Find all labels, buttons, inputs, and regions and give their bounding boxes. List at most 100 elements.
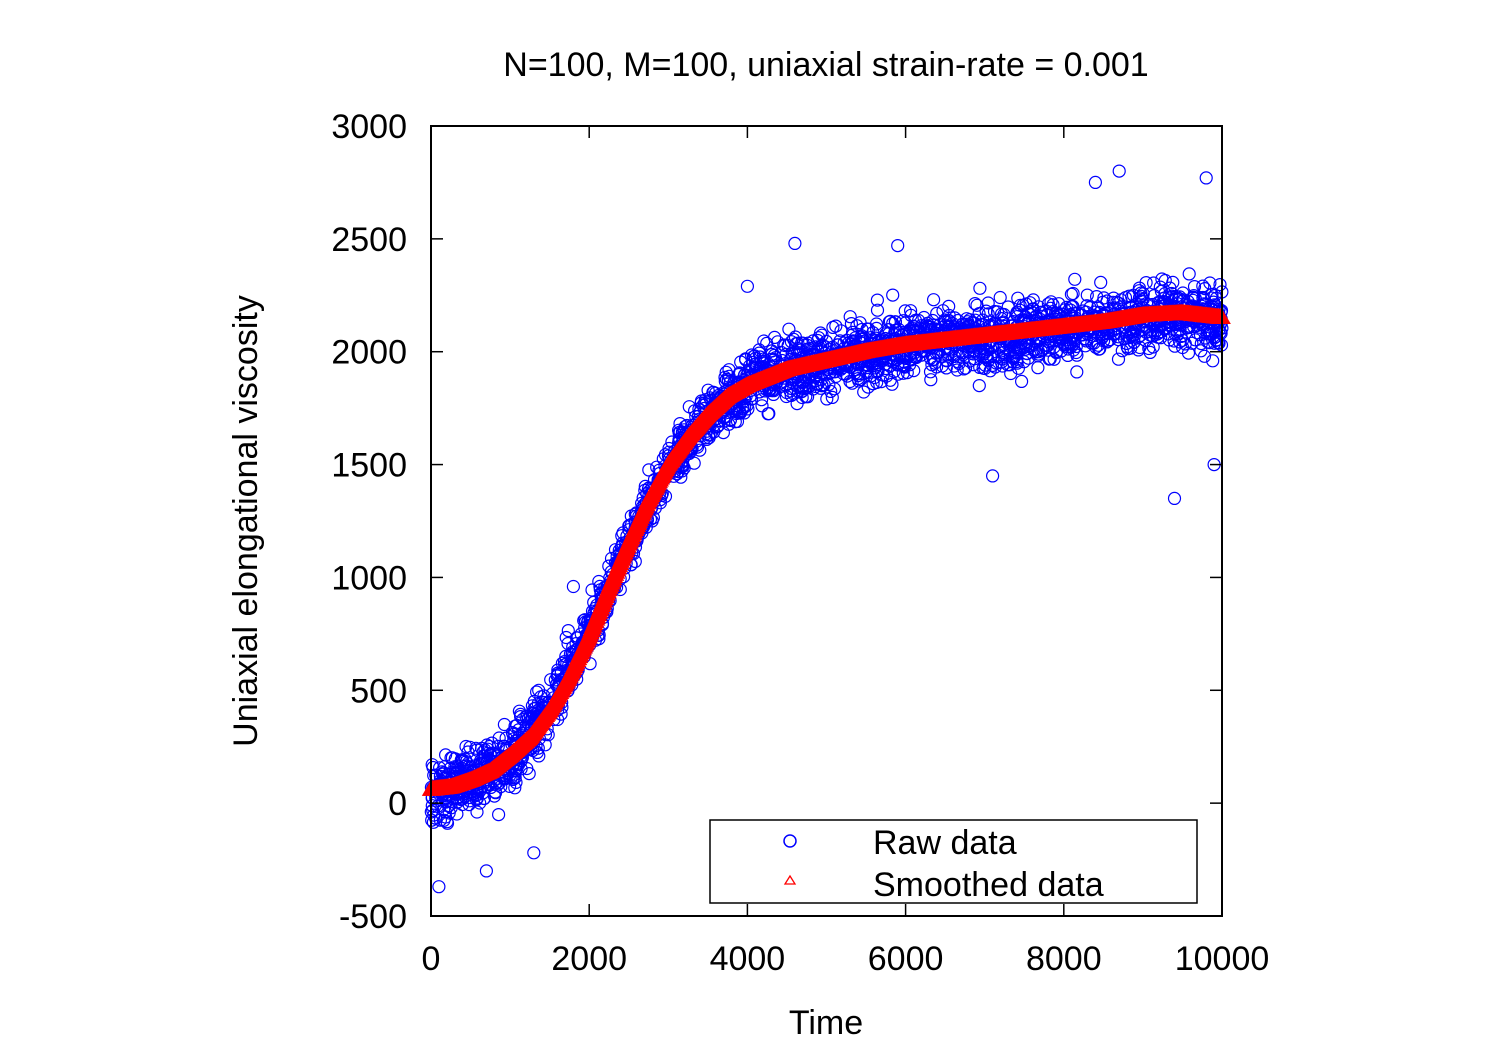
raw-data-point — [795, 385, 809, 399]
raw-data-point — [1111, 352, 1126, 366]
raw-data-point — [739, 353, 753, 367]
raw-data-point — [1011, 361, 1026, 375]
raw-data-point — [1026, 293, 1040, 307]
raw-data-point — [1188, 333, 1202, 347]
raw-data-point — [1154, 284, 1169, 298]
raw-data-point — [508, 771, 522, 785]
raw-data-point — [977, 347, 991, 361]
raw-data-point — [438, 760, 452, 774]
raw-data-point — [1083, 301, 1097, 315]
raw-data-point — [970, 298, 984, 312]
raw-data-point — [1117, 332, 1132, 346]
raw-data-point — [566, 579, 581, 594]
raw-data-point — [844, 317, 859, 331]
raw-data-point — [1088, 175, 1103, 189]
raw-data-point — [1143, 345, 1157, 359]
y-tick-label: 1500 — [331, 447, 407, 485]
raw-data-point — [530, 745, 544, 760]
raw-data-point — [869, 321, 884, 335]
raw-data-point — [869, 317, 884, 331]
x-tick-label: 10000 — [1175, 940, 1270, 978]
raw-data-point — [1096, 334, 1111, 348]
legend-marker-smoothed — [783, 874, 797, 885]
raw-data-point — [1112, 164, 1126, 178]
raw-data-point — [825, 390, 839, 404]
raw-data-point — [458, 759, 472, 774]
raw-data-point — [527, 846, 541, 860]
raw-data-point — [891, 239, 905, 253]
raw-data-point — [1009, 355, 1024, 369]
raw-data-point — [870, 303, 885, 317]
raw-data-point — [968, 297, 982, 311]
raw-data-point — [973, 360, 987, 374]
raw-data-point — [788, 236, 802, 250]
smoothed-data-series — [421, 303, 1231, 796]
raw-data-point — [1167, 491, 1182, 505]
raw-data-point — [437, 802, 451, 817]
raw-data-point — [717, 414, 731, 428]
raw-data-point — [429, 811, 443, 825]
raw-data-point — [1166, 275, 1180, 289]
legend-marker-raw — [783, 834, 797, 848]
x-tick-label: 2000 — [551, 940, 627, 978]
raw-data-point — [492, 731, 506, 745]
raw-data-point — [1182, 320, 1196, 334]
raw-data-point — [520, 761, 534, 776]
raw-data-point — [1185, 336, 1199, 350]
raw-data-point — [585, 583, 599, 597]
raw-data-point — [1197, 349, 1212, 363]
raw-data-point — [1213, 278, 1227, 292]
raw-data-point — [760, 336, 774, 350]
raw-data-point — [973, 281, 987, 295]
y-tick-label: 3000 — [331, 108, 407, 146]
raw-data-point — [767, 348, 781, 362]
raw-data-point — [736, 402, 750, 416]
y-tick-label: 1000 — [331, 559, 407, 597]
raw-data-point — [778, 338, 792, 353]
raw-data-series — [424, 164, 1229, 894]
chart-title: N=100, M=100, uniaxial strain-rate = 0.0… — [503, 46, 1148, 84]
raw-data-point — [740, 279, 755, 293]
y-tick-label: 500 — [350, 672, 407, 710]
raw-data-point — [687, 456, 701, 470]
raw-data-point — [642, 463, 656, 477]
raw-data-point — [900, 366, 914, 380]
y-axis-tick-labels: -500 0 500 1000 1500 2000 2500 3000 — [331, 108, 407, 936]
raw-data-point — [1198, 282, 1212, 296]
legend-label-smoothed: Smoothed data — [873, 866, 1104, 904]
raw-data-point — [897, 358, 911, 372]
raw-data-point — [1025, 302, 1040, 316]
raw-data-point — [1212, 336, 1226, 350]
raw-data-point — [870, 375, 884, 389]
raw-data-point — [1064, 287, 1079, 301]
raw-data-point — [925, 358, 939, 372]
raw-data-point — [555, 656, 570, 670]
raw-data-point — [766, 353, 780, 367]
raw-data-point — [1136, 287, 1150, 301]
raw-data-point — [896, 366, 910, 380]
raw-data-point — [506, 772, 520, 787]
raw-data-point — [822, 377, 836, 391]
raw-data-point — [1080, 288, 1094, 302]
raw-data-point — [432, 880, 446, 894]
raw-data-point — [723, 413, 737, 428]
raw-data-point — [839, 367, 853, 381]
raw-data-point — [796, 336, 810, 350]
raw-data-point — [1089, 340, 1103, 354]
raw-data-point — [674, 470, 688, 484]
raw-data-point — [491, 739, 505, 754]
raw-data-point — [1059, 300, 1074, 314]
raw-data-point — [1079, 332, 1093, 346]
raw-data-point — [470, 791, 484, 805]
raw-data-point — [904, 353, 918, 367]
raw-data-point — [886, 288, 900, 302]
raw-data-point — [1068, 272, 1082, 286]
x-tick-label: 4000 — [710, 940, 786, 978]
raw-data-point — [701, 383, 715, 397]
raw-data-point — [509, 764, 523, 778]
raw-data-point — [993, 290, 1007, 305]
raw-data-point — [926, 293, 941, 307]
raw-data-point — [456, 753, 470, 767]
raw-data-point — [1047, 340, 1061, 354]
raw-data-point — [820, 392, 834, 406]
